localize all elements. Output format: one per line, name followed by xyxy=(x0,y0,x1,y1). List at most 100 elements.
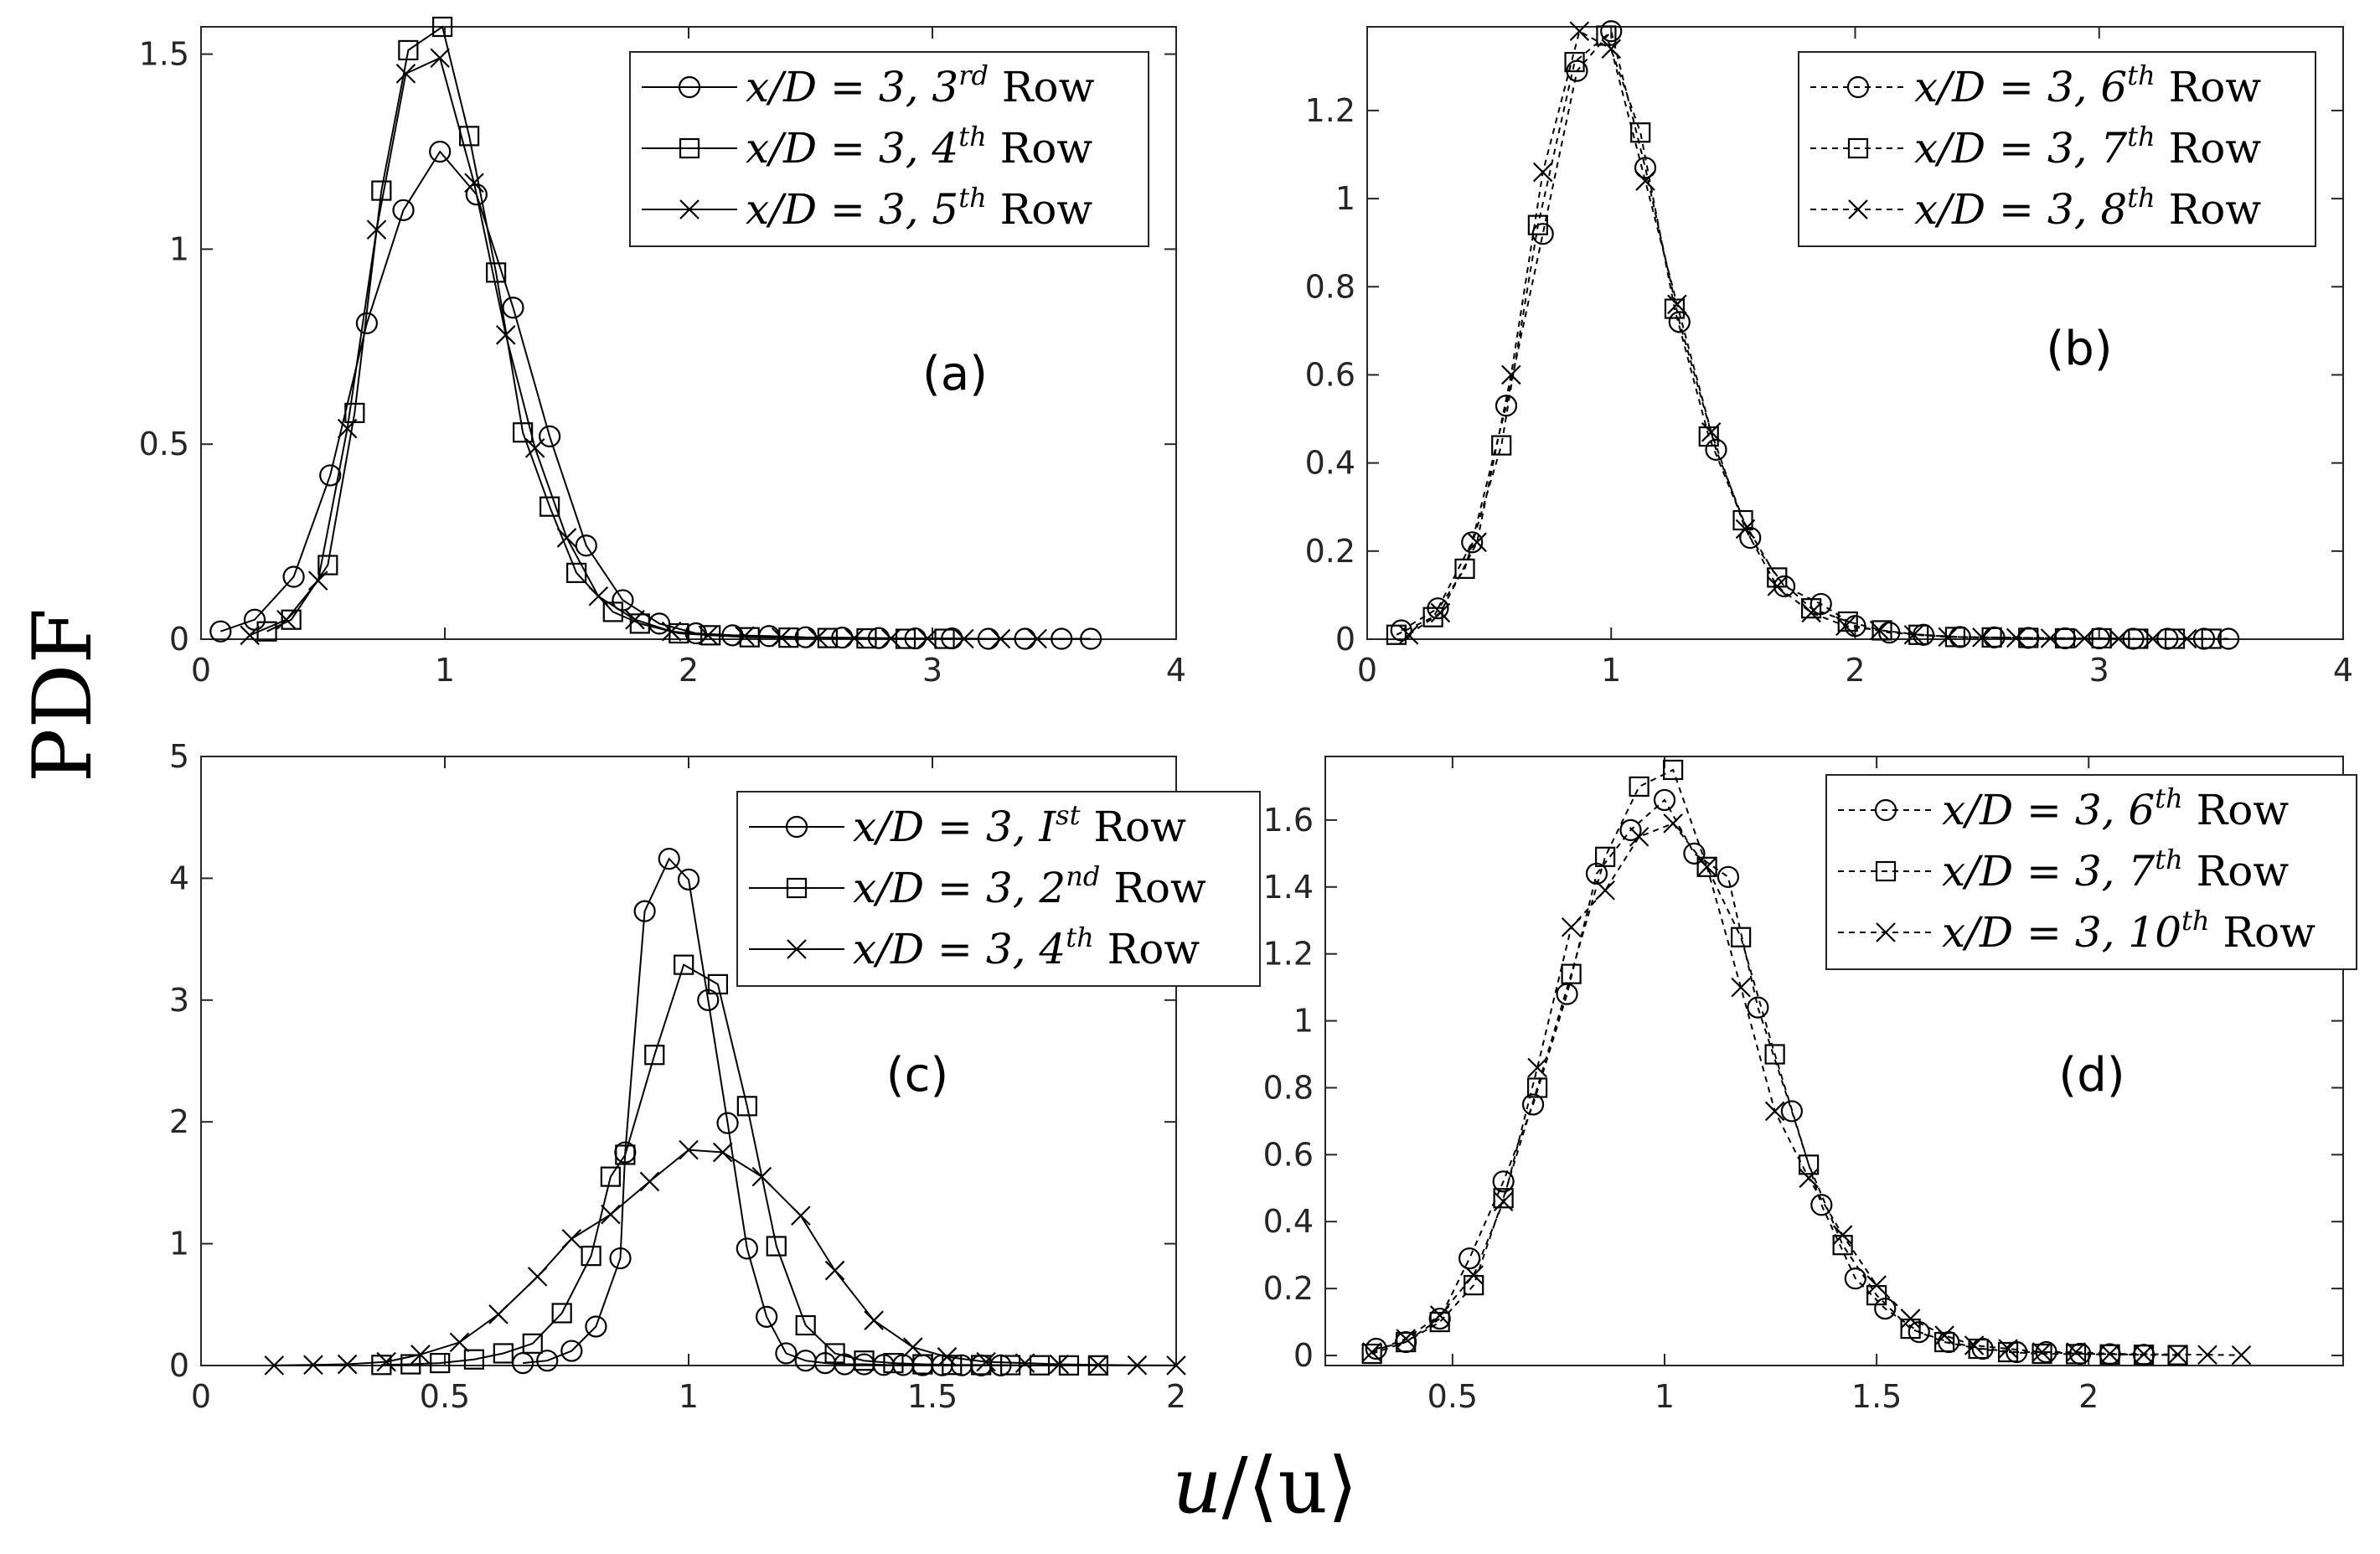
data-point xyxy=(625,609,645,630)
data-point xyxy=(1629,827,1649,847)
legend-text-suffix: Row xyxy=(2155,124,2262,173)
data-point xyxy=(1747,996,1769,1019)
y-tick-label: 3 xyxy=(169,982,189,1019)
y-tick-label: 1.2 xyxy=(1305,92,1355,129)
data-point xyxy=(824,1343,845,1364)
legend-text-main: x/D = 3, 4 xyxy=(746,124,958,173)
legend-superscript: th xyxy=(958,182,986,214)
data-point xyxy=(556,528,577,548)
data-point xyxy=(808,627,829,648)
data-point xyxy=(1739,526,1762,550)
x-tick-label: 2 xyxy=(1166,1378,1186,1415)
legend-text-suffix: Row xyxy=(2183,847,2290,896)
data-point xyxy=(1799,1168,1819,1189)
legend-marker xyxy=(1846,75,1870,99)
data-point xyxy=(1871,620,1892,641)
data-point xyxy=(2109,628,2129,649)
data-point xyxy=(633,900,656,922)
data-point xyxy=(209,620,232,643)
data-point xyxy=(2032,1342,2052,1362)
data-point xyxy=(751,1166,772,1187)
data-point xyxy=(1968,1338,1989,1360)
data-point xyxy=(954,628,974,649)
series-a-2 xyxy=(240,48,1047,649)
legend-text-main: x/D = 3, 5 xyxy=(746,185,958,234)
legend-marker xyxy=(1874,798,1897,822)
data-point xyxy=(2040,628,2061,648)
data-point xyxy=(1532,162,1553,183)
y-tick-label: 5 xyxy=(169,738,189,775)
data-point xyxy=(2091,627,2112,649)
data-point xyxy=(2143,628,2163,649)
x-tick-label: 0.5 xyxy=(420,1378,470,1415)
legend-marker xyxy=(785,815,808,839)
data-point xyxy=(585,1315,607,1338)
panel-label-c: (c) xyxy=(886,1048,948,1102)
data-point xyxy=(276,609,297,630)
data-point xyxy=(917,628,937,648)
data-point xyxy=(1701,422,1722,442)
data-point xyxy=(674,954,694,975)
data-point xyxy=(990,628,1011,649)
data-point xyxy=(1653,788,1676,812)
data-point xyxy=(366,219,387,240)
data-point xyxy=(712,1142,733,1163)
x-tick-label: 4 xyxy=(2333,652,2353,689)
data-point xyxy=(581,1246,601,1267)
legend-superscript: th xyxy=(1066,922,1093,953)
x-axis-title-slash: / xyxy=(1222,1441,1248,1531)
data-point xyxy=(1390,619,1412,642)
data-point xyxy=(609,1247,632,1270)
series-c-2 xyxy=(264,1139,1186,1376)
data-point xyxy=(1696,856,1717,877)
data-point xyxy=(1600,20,1623,43)
legend-entry: x/D = 3, Ist Row xyxy=(853,799,1186,851)
data-point xyxy=(1764,1101,1785,1122)
data-point xyxy=(1696,857,1717,877)
data-point xyxy=(1629,776,1649,798)
legend-marker xyxy=(1875,860,1897,882)
data-point xyxy=(942,1355,963,1376)
data-point xyxy=(976,1351,996,1372)
data-point xyxy=(1767,576,1788,596)
data-point xyxy=(458,126,480,147)
data-point xyxy=(1521,1093,1545,1116)
legend-text-main: x/D = 3, 6 xyxy=(1914,63,2127,111)
series-line xyxy=(523,857,1001,1366)
x-tick-label: 2 xyxy=(679,652,699,689)
data-point xyxy=(601,1204,621,1225)
legend-entry: x/D = 3, 3rd Row xyxy=(746,59,1095,111)
legend-superscript: th xyxy=(2127,59,2155,91)
data-point xyxy=(1429,1305,1450,1325)
x-tick-label: 2 xyxy=(2078,1378,2099,1415)
legend-marker xyxy=(1848,199,1868,219)
data-point xyxy=(1683,842,1706,865)
data-point xyxy=(795,1314,816,1336)
data-point xyxy=(1000,1355,1021,1376)
data-point xyxy=(1698,426,1719,447)
data-point xyxy=(912,1354,933,1375)
data-point xyxy=(524,438,545,458)
data-point xyxy=(2032,1343,2052,1365)
data-point xyxy=(588,586,609,607)
data-point xyxy=(1467,532,1487,553)
data-point xyxy=(410,1345,431,1365)
legend-text-suffix: Row xyxy=(2183,786,2290,834)
data-point xyxy=(883,1352,904,1374)
series-line xyxy=(249,56,1038,640)
data-point xyxy=(1595,846,1616,867)
legend-entry: x/D = 3, 4th Row xyxy=(853,922,1200,973)
data-point xyxy=(735,626,755,647)
legend-marker xyxy=(679,199,700,219)
data-point xyxy=(522,1333,543,1354)
data-point xyxy=(2201,628,2222,649)
data-point xyxy=(486,262,507,283)
data-point xyxy=(1422,607,1443,627)
data-point xyxy=(431,16,453,38)
data-point xyxy=(1764,1044,1785,1065)
y-tick-label: 1.6 xyxy=(1263,802,1314,839)
data-point xyxy=(337,1354,358,1375)
x-axis-title-denominator: ⟨u⟩ xyxy=(1248,1441,1358,1531)
data-point xyxy=(1997,1341,2019,1363)
